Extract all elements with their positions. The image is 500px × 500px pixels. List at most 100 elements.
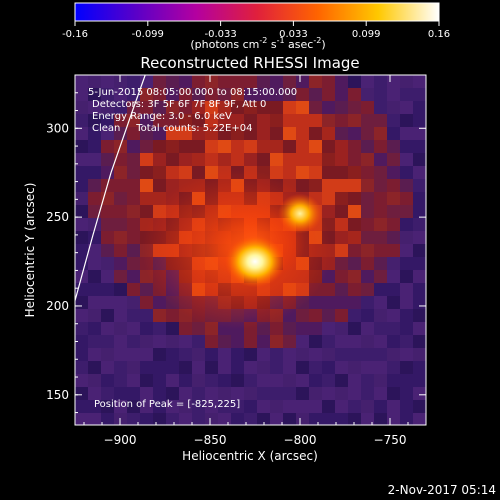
heatmap-cell [218,127,232,141]
heatmap-cell [140,400,154,414]
heatmap-cell [387,296,401,310]
heatmap-cell [348,413,362,425]
heatmap-cell [361,88,375,102]
heatmap-cell [322,400,336,414]
heatmap-sources [142,169,332,330]
heatmap-cell [283,322,297,336]
heatmap-cell [101,140,115,154]
heatmap-cell [101,244,115,258]
heatmap-cell [400,231,414,245]
heatmap-cell [387,140,401,154]
heatmap-cell [361,127,375,141]
heatmap-cell [322,387,336,401]
heatmap-cell [335,75,349,89]
heatmap-cell [88,114,102,128]
heatmap-cell [309,374,323,388]
heatmap-cell [218,88,232,102]
heatmap-cell [400,309,414,323]
heatmap-cell [322,75,336,89]
heatmap-cell [361,244,375,258]
x-tick-label: −850 [194,433,227,447]
heatmap-cell [374,179,388,193]
colorbar: -0.16 -0.099 -0.033 0.033 0.099 0.16 (photons… [62,2,450,51]
heatmap-cell [413,166,426,180]
heatmap-cell [179,335,193,349]
heatmap-cell [322,153,336,167]
heatmap-cell [374,270,388,284]
heatmap-cell [166,413,180,425]
heatmap-cell [166,387,180,401]
heatmap-cell [348,231,362,245]
heatmap-cell [361,322,375,336]
heatmap-cell [348,101,362,115]
heatmap-cell [270,101,284,115]
heatmap-cell [374,335,388,349]
heatmap-cell [400,361,414,375]
heatmap-cell [322,205,336,219]
heatmap-cell [114,244,128,258]
heatmap-cell [374,75,388,89]
heatmap-cell [179,348,193,362]
heatmap-cell [101,387,115,401]
heatmap-cell [322,127,336,141]
heatmap-cell [270,335,284,349]
heatmap-cell [348,348,362,362]
heatmap-cell [400,166,414,180]
heatmap-cell [348,75,362,89]
heatmap-cell [101,231,115,245]
peak-source [225,235,285,288]
heatmap-cell [205,361,219,375]
heatmap-image [75,75,426,425]
heatmap-cell [205,335,219,349]
heatmap-cell [296,127,310,141]
heatmap-cell [179,153,193,167]
heatmap-cell [413,322,426,336]
heatmap-cell [101,374,115,388]
heatmap-cell [101,101,115,115]
heatmap-cell [140,309,154,323]
heatmap-cell [283,153,297,167]
heatmap-cell [296,361,310,375]
heatmap-cell [335,335,349,349]
heatmap-cell [75,88,89,102]
heatmap-cell [387,244,401,258]
heatmap-cell [166,88,180,102]
heatmap-cell [114,400,128,414]
heatmap-cell [374,296,388,310]
heatmap-cell [335,374,349,388]
heatmap-cell [205,127,219,141]
heatmap-cell [244,361,258,375]
heatmap-cell [387,218,401,232]
heatmap-cell [348,114,362,128]
heatmap-cell [127,348,141,362]
heatmap-cell [140,322,154,336]
heatmap-cell [101,88,115,102]
heatmap-cell [400,192,414,206]
heatmap-cell [283,374,297,388]
heatmap-cell [88,101,102,115]
heatmap-cell [140,296,154,310]
heatmap-cell [88,361,102,375]
heatmap-cell [218,114,232,128]
heatmap-cell [374,166,388,180]
heatmap-cell [309,114,323,128]
heatmap-cell [88,231,102,245]
heatmap-cell [387,309,401,323]
x-tick-label: −900 [104,433,137,447]
heatmap-cell [348,387,362,401]
heatmap-cell [257,75,271,89]
heatmap-cell [387,153,401,167]
heatmap-cell [114,75,128,89]
heatmap-cell [244,101,258,115]
heatmap-cell [192,101,206,115]
heatmap-cell [153,400,167,414]
heatmap-cell [296,101,310,115]
heatmap-cell [400,270,414,284]
heatmap-cell [387,101,401,115]
heatmap-cell [413,257,426,271]
heatmap-cell [205,400,219,414]
heatmap-cell [387,166,401,180]
heatmap-cell [88,140,102,154]
heatmap-cell [270,75,284,89]
heatmap-cell [322,114,336,128]
